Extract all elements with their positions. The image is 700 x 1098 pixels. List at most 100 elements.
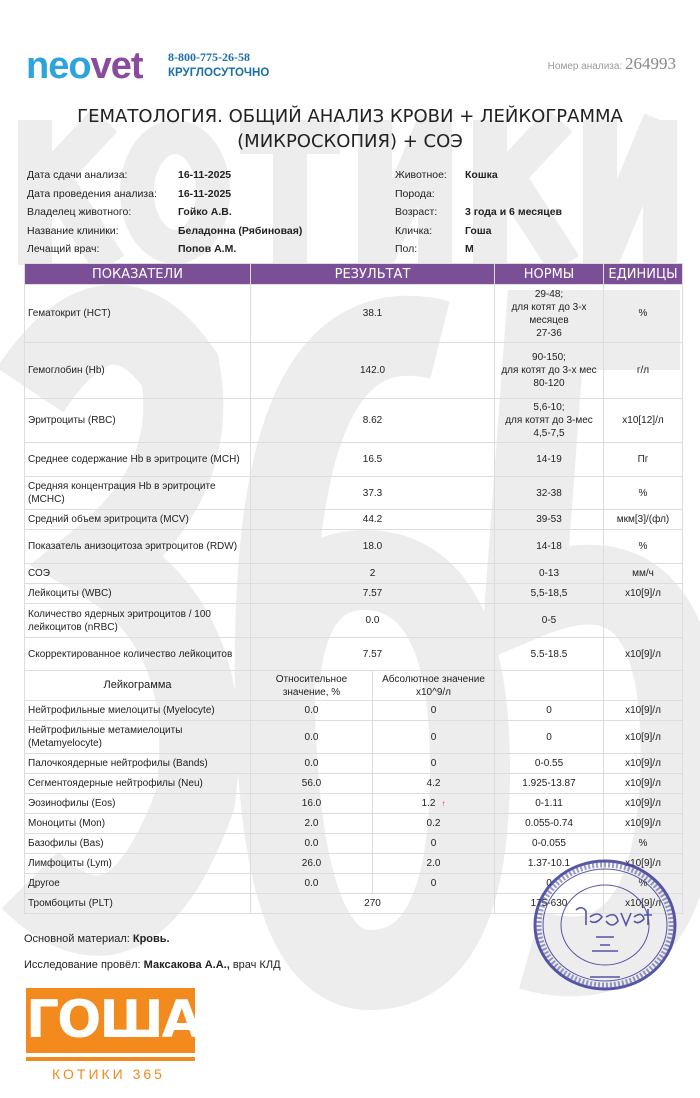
info-value: Беладонна (Рябиновая)	[178, 224, 303, 237]
indicator-name: Тромбоциты (PLT)	[24, 893, 251, 914]
relative-value: 0.0	[250, 720, 373, 754]
neovet-logo: neovet	[26, 45, 143, 87]
table-row: Гематокрит (HCT) 38.1 29-48; для котят до …	[24, 284, 683, 343]
unit-value: %	[603, 476, 683, 510]
table-row: Количество ядерных эритроцитов / 100 лей…	[24, 603, 683, 638]
absolute-number: 2.0	[426, 858, 441, 869]
info-label: Название клиники:	[27, 224, 119, 237]
absolute-number: 0.2	[426, 818, 441, 829]
unit-value: x10[12]/л	[603, 398, 683, 443]
absolute-value: 4.2	[372, 773, 495, 794]
material-value: Кровь.	[132, 933, 170, 945]
leukogram-row: Нейтрофильные метамиелоциты (Metamyelocy…	[24, 720, 683, 754]
info-right-values: Кошка 3 года и 6 месяцев Гоша М	[465, 166, 665, 259]
absolute-value: 0.2	[372, 813, 495, 834]
indicator-name: Показатель анизоцитоза эритроцитов (RDW)	[24, 529, 251, 564]
indicator-name: Моноциты (Mon)	[24, 813, 251, 834]
indicator-name: Палочкоядерные нейтрофилы (Bands)	[24, 753, 251, 774]
result-value: 18.0	[250, 529, 495, 564]
indicator-name: Сегментоядерные нейтрофилы (Neu)	[24, 773, 251, 794]
norm-value: 0-0.055	[494, 833, 604, 854]
absolute-value: 0	[372, 700, 495, 721]
unit-value: г/л	[603, 342, 683, 399]
norm-value: 90-150; для котят до 3-х мес 80-120	[494, 342, 604, 399]
result-value: 7.57	[250, 583, 495, 604]
indicator-name: СОЭ	[24, 563, 251, 584]
unit-value: мм/ч	[603, 563, 683, 584]
info-left-labels: Дата сдачи анализа: Дата проведения анали…	[27, 166, 177, 259]
absolute-number: 1.2	[421, 798, 436, 809]
indicator-name: Другое	[24, 873, 251, 894]
unit-value: мкм[3]/(фл)	[603, 509, 683, 530]
unit-value: %	[603, 529, 683, 564]
unit-value: x10[9]/л	[603, 700, 683, 721]
info-value: М	[465, 243, 474, 255]
page-title: ГЕМАТОЛОГИЯ. ОБЩИЙ АНАЛИЗ КРОВИ + ЛЕЙКОГ…	[20, 104, 680, 154]
absolute-number: 0	[430, 705, 437, 716]
norm-value: 0-0.55	[494, 753, 604, 774]
relative-header: Относительное значение, %	[250, 670, 373, 701]
analysis-number-label: Номер анализа:	[547, 61, 623, 72]
leukogram-row: Сегментоядерные нейтрофилы (Neu) 56.0 4.2 1…	[24, 773, 683, 794]
unit-value: Пг	[603, 442, 683, 477]
absolute-number: 0	[430, 838, 437, 849]
info-value: 3 года и 6 месяцев	[465, 206, 563, 218]
unit-value: %	[603, 833, 683, 854]
leukogram-row: Эозинофилы (Eos) 16.0 1.2 ↑ 0-1.11 x10[9]/л	[24, 793, 683, 814]
clinic-stamp	[533, 859, 677, 991]
material-line: Основной материал: Кровь.	[24, 932, 170, 946]
phone-number: 8-800-775-26-58	[168, 50, 250, 64]
indicator-name: Нейтрофильные миелоциты (Myelocyte)	[24, 700, 251, 721]
result-value: 7.57	[250, 637, 495, 671]
absolute-value: 2.0	[372, 853, 495, 874]
info-right-labels: Животное: Порода: Возраст: Кличка: Пол:	[395, 166, 465, 259]
indicator-name: Гемоглобин (Hb)	[24, 342, 251, 399]
result-value: 142.0	[250, 342, 495, 399]
leukogram-row: Другое 0.0 0 0%	[24, 873, 683, 894]
table-row: Средняя концентрация Hb в эритроците (MC…	[24, 476, 683, 510]
hours-label: КРУГЛОСУТОЧНО	[168, 67, 270, 79]
table-row: Гемоглобин (Hb) 142.0 90-150; для котят до…	[24, 342, 683, 399]
info-label: Кличка:	[395, 224, 433, 237]
leukogram-row: Нейтрофильные миелоциты (Myelocyte) 0.0 0 0…	[24, 700, 683, 721]
unit-value: x10[9]/л	[603, 720, 683, 754]
unit-value: x10[9]/л	[603, 793, 683, 814]
indicator-name: Эритроциты (RBC)	[24, 398, 251, 443]
info-value: 16-11-2025	[178, 187, 232, 200]
norm-value: 0-1.11	[494, 793, 604, 814]
unit-value: x10[9]/л	[603, 773, 683, 794]
indicator-name: Количество ядерных эритроцитов / 100 лей…	[24, 603, 251, 638]
result-value: 44.2	[250, 509, 495, 530]
analysis-number: Номер анализа: 264993	[548, 54, 676, 77]
unit-value: x10[9]/л	[603, 893, 683, 914]
result-value: 8.62	[250, 398, 495, 443]
result-value: 16.5	[250, 442, 495, 477]
increase-flag-icon: ↑	[441, 799, 446, 808]
norm-value: 14-19	[494, 442, 604, 477]
info-value: Попов А.М.	[178, 243, 237, 255]
indicator-name: Эозинофилы (Eos)	[24, 793, 251, 814]
indicator-name: Средний объем эритроцита (MCV)	[24, 509, 251, 530]
leukogram-row: Палочкоядерные нейтрофилы (Bands) 0.0 0 0-0…	[24, 753, 683, 774]
gosha-tagline: КОТИКИ 365	[52, 1066, 165, 1082]
page-title-line2: (МИКРОСКОПИЯ) + СОЭ	[237, 131, 463, 152]
relative-value: 0.0	[250, 753, 373, 774]
empty-cell	[603, 670, 683, 701]
info-left-values: 16-11-2025 16-11-2025 Гойко А.В. Беладонна …	[178, 166, 378, 259]
table-row: СОЭ 2 0-13 мм/ч	[24, 563, 683, 584]
unit-value: x10[9]/л	[603, 583, 683, 604]
norm-value: 29-48; для котят до 3-х месяцев 27-36	[494, 284, 604, 343]
table-row: Эритроциты (RBC) 8.62 5,6-10; для котят до…	[24, 398, 683, 443]
info-label: Лечащий врач:	[27, 243, 100, 255]
relative-value: 0.0	[250, 873, 373, 894]
indicator-name: Средняя концентрация Hb в эритроците (MC…	[24, 476, 251, 510]
unit-value: x10[9]/л	[603, 813, 683, 834]
result-value: 270	[250, 893, 495, 914]
norm-value: 0.055-0.74	[494, 813, 604, 834]
info-label: Пол:	[395, 243, 418, 255]
norm-value: 5,5-18,5	[494, 583, 604, 604]
leukogram-row: Лимфоциты (Lym) 26.0 2.0 1.37-10.1 x10[9]/л	[24, 853, 683, 874]
header-norms: НОРМЫ	[494, 263, 604, 285]
norm-value: 1.925-13.87	[494, 773, 604, 794]
indicator-name: Гематокрит (HCT)	[24, 284, 251, 343]
